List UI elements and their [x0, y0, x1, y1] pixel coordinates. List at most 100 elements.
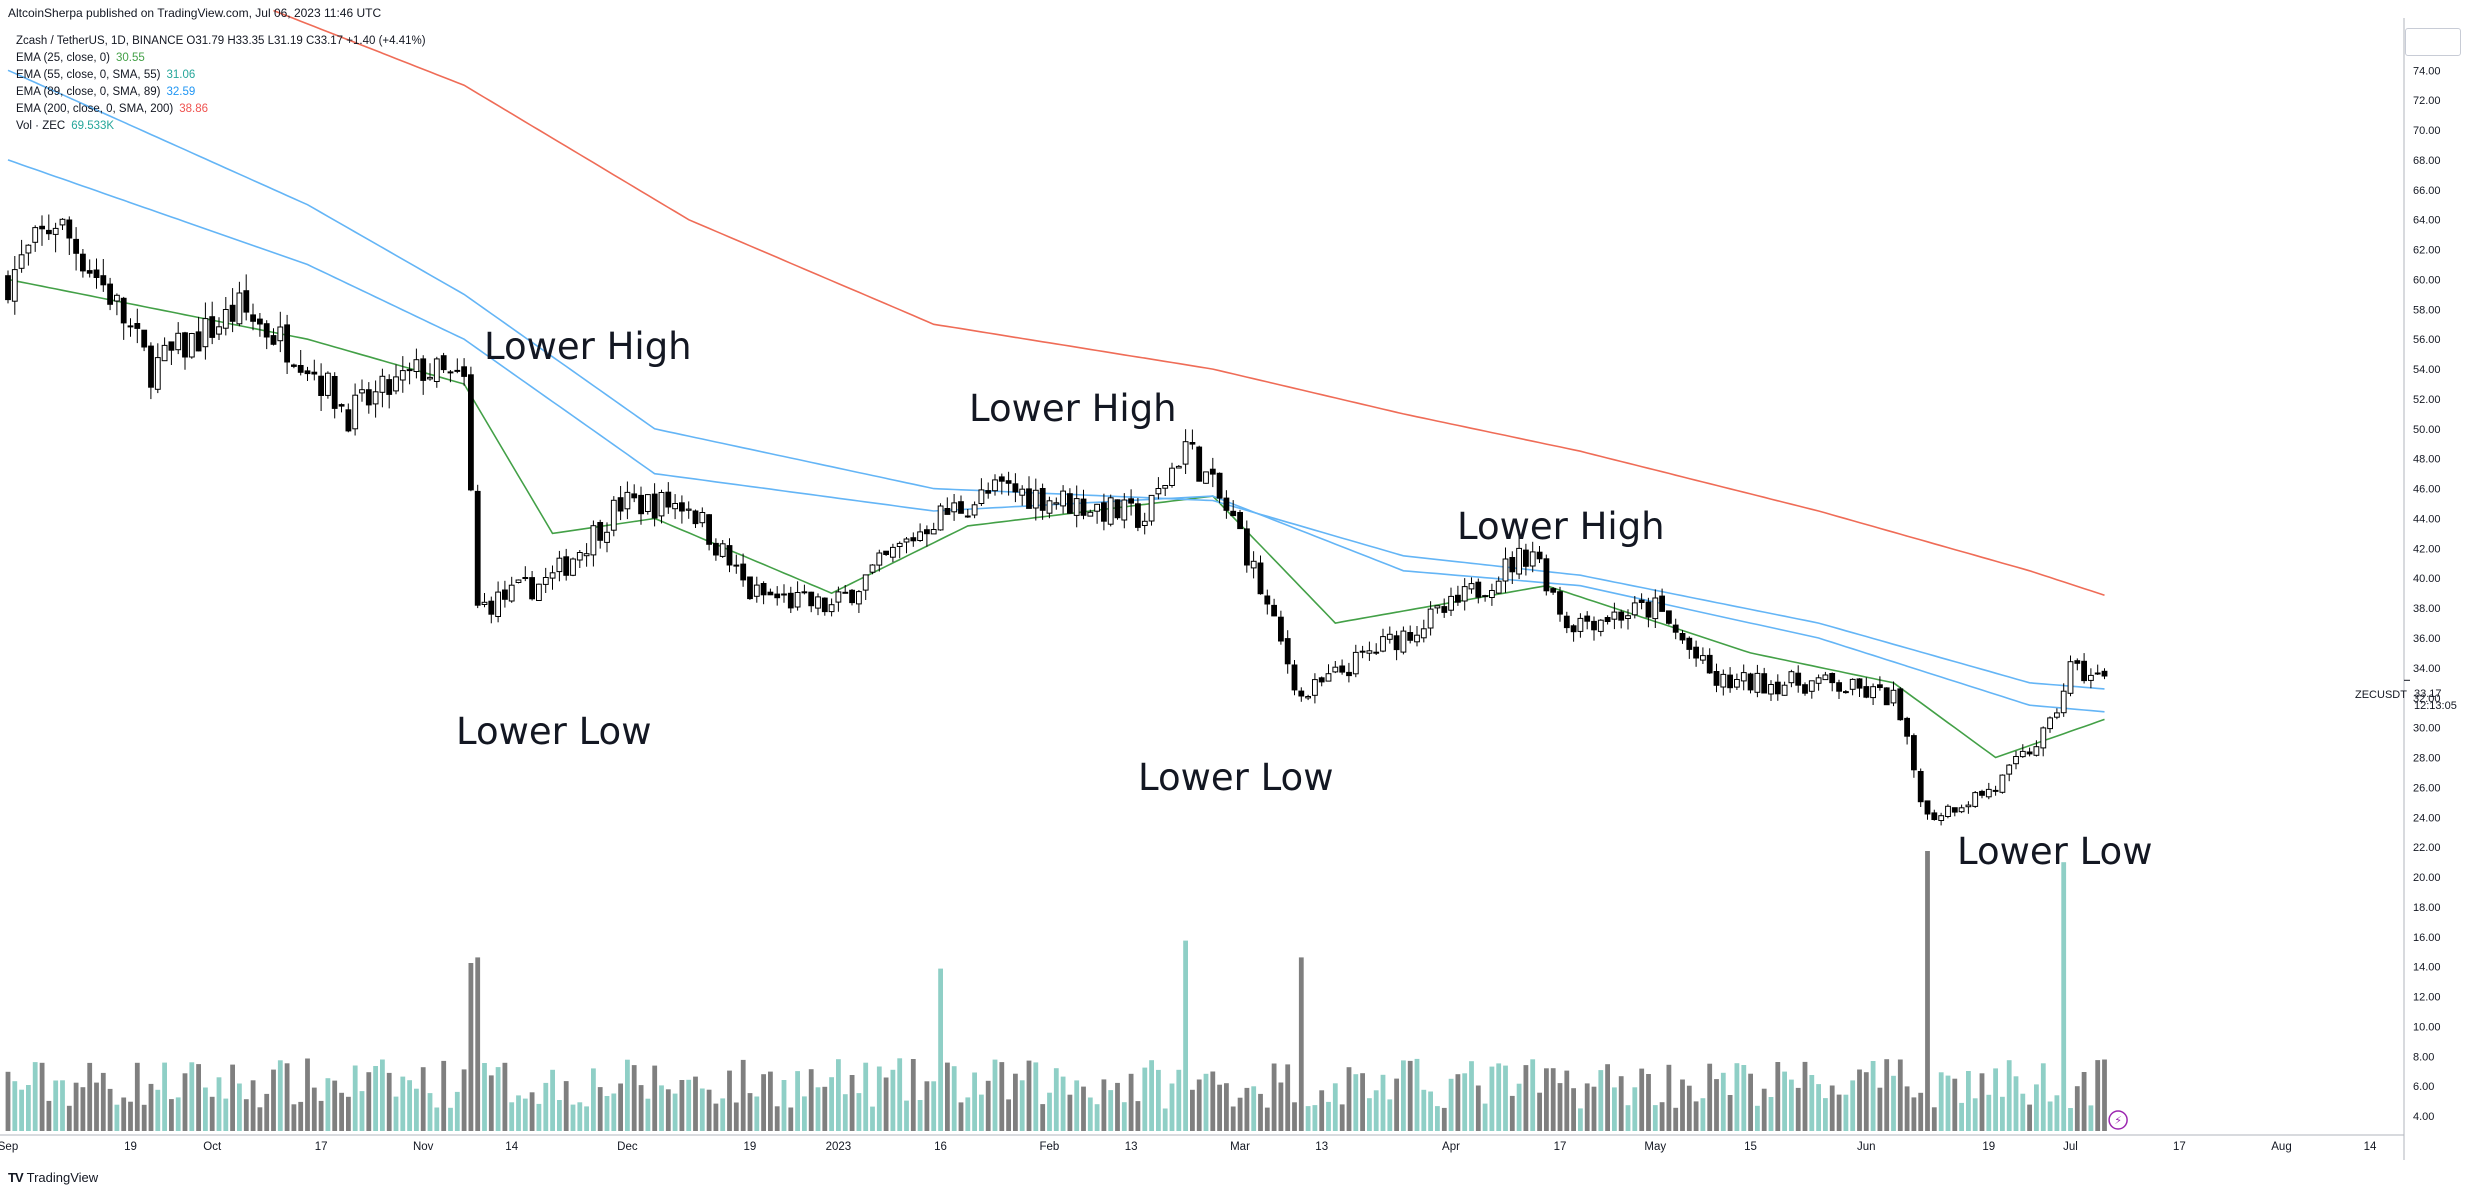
candle-down — [1693, 646, 1699, 659]
volume-bar — [311, 1087, 317, 1131]
candle-up — [794, 592, 801, 608]
candle-up — [25, 244, 32, 254]
volume-bar — [1081, 1086, 1086, 1131]
candle-up — [862, 574, 869, 591]
candle-down — [1339, 665, 1346, 673]
candle-up — [2047, 717, 2053, 730]
time-axis[interactable]: Sep 19 Oct 17 Nov 14 Dec 19 2023 16 Feb 13 Mar 13 Apr 1… — [0, 1110, 2377, 1153]
time-tick-label: Sep — [0, 1141, 18, 1153]
candle-down — [1346, 671, 1352, 677]
candle-down — [1666, 610, 1672, 624]
candle-down — [1196, 446, 1203, 482]
candle-down — [440, 355, 447, 371]
candle-down — [386, 379, 393, 395]
candle-up — [570, 558, 576, 576]
candle-up — [869, 564, 876, 573]
volume-bar — [66, 1105, 72, 1131]
volume-bar — [230, 1064, 235, 1131]
volume-bar — [1775, 1062, 1781, 1131]
time-tick-label: Feb — [1039, 1141, 1059, 1153]
volume-bar — [1666, 1064, 1672, 1131]
volume-bar — [747, 1093, 753, 1131]
candle-up — [930, 529, 937, 535]
candle-up — [481, 601, 488, 605]
volume-bar — [1285, 1064, 1291, 1131]
scale-settings-button[interactable] — [2405, 28, 2461, 56]
volume-bar — [1115, 1082, 1120, 1131]
price-tick-label: 8.00 — [2413, 1051, 2434, 1063]
volume-bar — [1190, 1089, 1195, 1131]
volume-bar — [890, 1069, 896, 1131]
volume-bar — [1469, 1061, 1474, 1131]
price-axis[interactable]: 76.0074.0072.0070.0068.0066.0064.0062.00… — [2404, 35, 2441, 1123]
volume-bar — [284, 1063, 290, 1131]
volume-bar — [1945, 1075, 1951, 1131]
candle-up — [951, 502, 958, 513]
candle-up — [447, 371, 454, 374]
candle-up — [1073, 498, 1080, 516]
candle-up — [1495, 580, 1502, 594]
tradingview-logo-icon: TV — [8, 1170, 24, 1185]
annotation-lower-high-1: Lower High — [484, 325, 692, 368]
candle-up — [828, 604, 835, 613]
volume-bar — [182, 1073, 188, 1131]
candle-up — [1032, 489, 1039, 509]
volume-bar — [1156, 1069, 1161, 1131]
price-tick-label: 10.00 — [2413, 1021, 2441, 1033]
volume-bar — [699, 1088, 705, 1131]
candle-up — [2040, 727, 2047, 749]
candle-up — [352, 394, 359, 430]
candle-down — [924, 529, 930, 535]
volume-bar — [713, 1103, 719, 1131]
candle-up — [1373, 651, 1380, 654]
candle-up — [1611, 611, 1618, 620]
price-tick-label: 38.00 — [2413, 603, 2441, 615]
candle-down — [66, 219, 73, 239]
candle-down — [1475, 581, 1482, 598]
volume-bar — [1700, 1098, 1706, 1131]
volume-bar — [822, 1086, 828, 1131]
candle-up — [645, 494, 651, 513]
candle-up — [413, 359, 420, 373]
candle-down — [1863, 686, 1870, 698]
candle-down — [1802, 684, 1808, 694]
candle-down — [1557, 591, 1563, 615]
volume-bar — [60, 1080, 65, 1131]
volume-bar — [1972, 1098, 1978, 1131]
footer-brand[interactable]: TV TradingView — [8, 1170, 98, 1185]
candle-down — [1563, 615, 1570, 629]
volume-bar — [1707, 1063, 1713, 1131]
volume-bar — [863, 1062, 869, 1131]
volume-bar — [876, 1066, 882, 1131]
volume-bar — [1693, 1101, 1699, 1131]
legend-ema25-label: EMA (25, close, 0) — [16, 52, 110, 64]
candle-up — [59, 218, 66, 226]
candle-down — [2074, 660, 2081, 664]
candle-down — [345, 409, 352, 432]
last-price-value: 33.17 — [2414, 688, 2442, 700]
volume-bar — [1959, 1102, 1964, 1131]
candle-up — [890, 546, 896, 558]
candle-down — [1080, 498, 1087, 516]
candle-up — [1734, 679, 1740, 688]
candle-up — [658, 492, 665, 517]
candle-up — [1094, 503, 1100, 512]
candle-up — [1890, 689, 1897, 704]
volume-bar — [1612, 1087, 1617, 1131]
candle-down — [1856, 678, 1863, 689]
volume-bar — [1646, 1074, 1651, 1131]
candle-down — [706, 514, 713, 545]
candle-down — [998, 476, 1005, 482]
candle-up — [1380, 636, 1386, 652]
volume-bar — [1149, 1060, 1154, 1131]
volume-bar — [563, 1081, 569, 1131]
volume-bar — [203, 1087, 208, 1131]
candle-down — [1686, 637, 1693, 650]
candle-down — [1829, 673, 1836, 684]
price-tick-label: 36.00 — [2413, 633, 2441, 645]
volume-bar — [468, 963, 474, 1131]
volume-bar — [2102, 1059, 2107, 1131]
time-tick-label: May — [1644, 1141, 1666, 1153]
volume-bar — [2074, 1086, 2080, 1131]
